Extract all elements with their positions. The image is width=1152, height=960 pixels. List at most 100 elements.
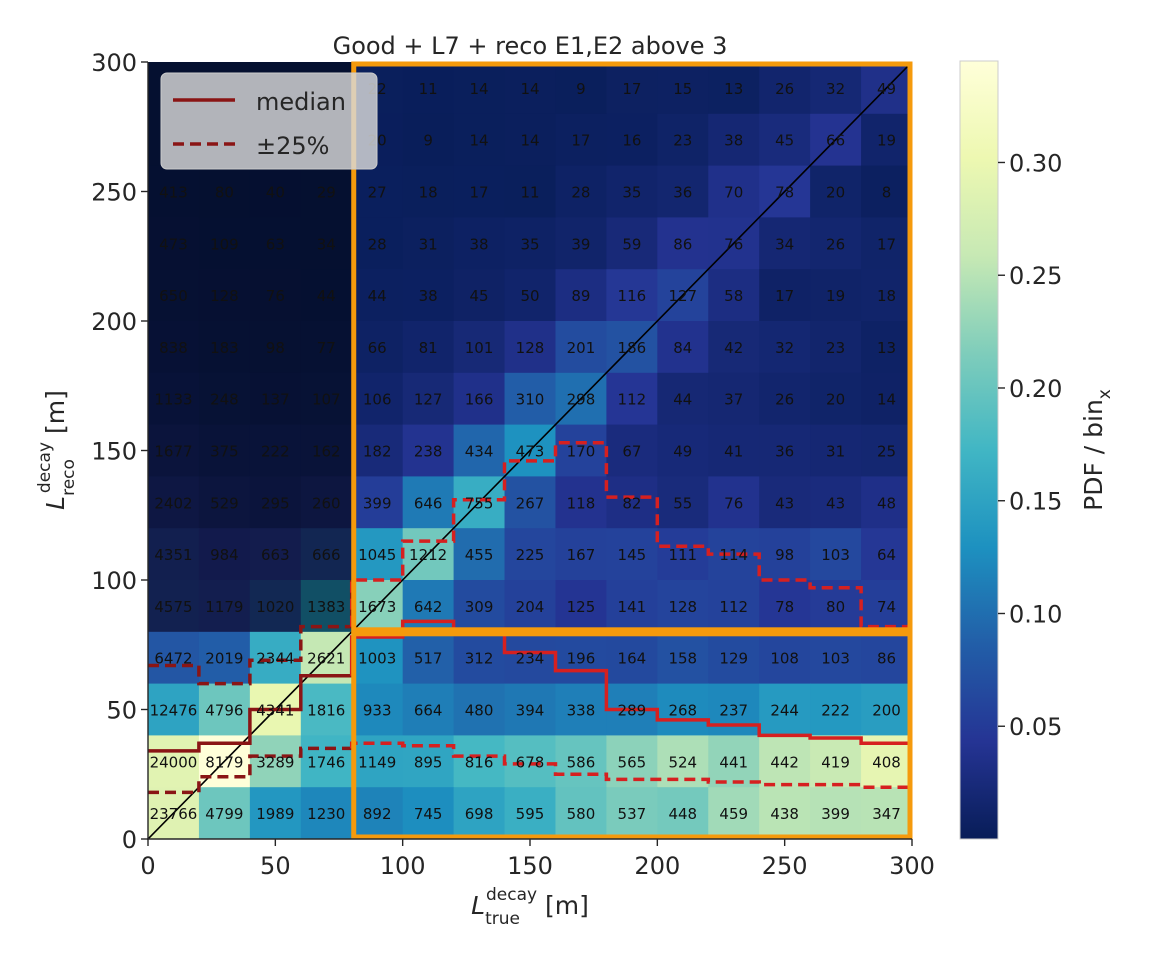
heatmap-cell (504, 372, 557, 426)
heatmap-cell (657, 528, 709, 581)
cell-count: 678 (516, 753, 545, 771)
cell-count: 13 (724, 80, 743, 98)
heatmap-cell (198, 476, 251, 529)
heatmap-cell (351, 683, 404, 736)
heatmap-cell (810, 62, 862, 115)
cell-count: 26 (775, 80, 794, 98)
cell-count: 312 (465, 650, 494, 668)
heatmap-cell (708, 269, 760, 322)
cell-count: 86 (877, 650, 896, 668)
cell-count: 31 (826, 443, 845, 461)
heatmap-cell (555, 269, 607, 322)
heatmap-cell (504, 165, 557, 218)
cell-count: 145 (618, 546, 647, 564)
cell-count: 44 (673, 391, 692, 409)
heatmap-cell (300, 165, 353, 218)
chart-title: Good + L7 + reco E1,E2 above 3 (333, 32, 728, 60)
heatmap-cell (198, 321, 251, 374)
cell-count: 375 (210, 443, 239, 461)
colorbar-tick-label: 0.15 (1009, 488, 1062, 516)
colorbar-ticks: 0.05 0.10 0.15 0.20 0.25 0.30 (998, 149, 1062, 741)
cell-count: 838 (159, 339, 188, 357)
heatmap-cell (249, 372, 302, 426)
heatmap-cell (861, 165, 912, 218)
cell-count: 20 (826, 391, 845, 409)
heatmap-cell (708, 62, 760, 115)
cell-count: 128 (668, 598, 697, 616)
cell-count: 70 (724, 184, 743, 202)
cell-count: 267 (516, 494, 545, 512)
heatmap-cell (198, 528, 251, 581)
cell-count: 9 (423, 132, 433, 150)
cell-count: 394 (516, 702, 545, 720)
heatmap-cell (402, 476, 455, 529)
heatmap-cell (708, 580, 760, 633)
cell-count: 78 (775, 184, 794, 202)
cell-count: 338 (567, 702, 596, 720)
heatmap-cell (249, 476, 302, 529)
heatmap-cell (861, 113, 912, 167)
heatmap-cell (606, 580, 658, 633)
cell-count: 1003 (358, 650, 396, 668)
heatmap-cell (861, 787, 912, 839)
cell-count: 38 (724, 132, 743, 150)
heatmap-cell (861, 528, 912, 581)
cell-count: 413 (159, 184, 188, 202)
cell-count: 248 (210, 391, 239, 409)
cell-count: 1746 (307, 753, 345, 771)
cell-count: 524 (668, 753, 697, 771)
cell-count: 59 (622, 235, 641, 253)
heatmap-cell (402, 631, 455, 685)
cell-count: 109 (210, 235, 239, 253)
heatmap-cell (657, 476, 709, 529)
heatmap-cell (249, 269, 302, 322)
cell-count: 127 (414, 391, 443, 409)
cell-count: 442 (770, 753, 799, 771)
cell-count: 103 (821, 650, 850, 668)
cell-count: 201 (567, 339, 596, 357)
cell-count: 586 (567, 753, 596, 771)
cell-count: 43 (775, 494, 794, 512)
cell-count: 82 (622, 494, 641, 512)
heatmap-cell (249, 424, 302, 477)
heatmap-cell (555, 113, 607, 167)
heatmap-cell (708, 683, 760, 736)
heatmap-cell (759, 424, 811, 477)
y-tick-label: 0 (122, 826, 137, 854)
heatmap-cell (810, 269, 862, 322)
heatmap-cell (759, 476, 811, 529)
cell-count: 933 (363, 702, 392, 720)
heatmap-cell (402, 424, 455, 477)
heatmap-cell (504, 113, 557, 167)
heatmap-cell (657, 735, 709, 788)
heatmap-cell (300, 424, 353, 477)
cell-count: 23766 (150, 805, 198, 823)
cell-count: 158 (668, 650, 697, 668)
cell-count: 1383 (307, 598, 345, 616)
heatmap-cell (759, 217, 811, 270)
heatmap-cell (810, 528, 862, 581)
heatmap-cell (555, 787, 607, 839)
heatmap-cell (148, 372, 200, 426)
heatmap-cell (810, 424, 862, 477)
cell-count: 480 (465, 702, 494, 720)
cell-count: 441 (719, 753, 748, 771)
colorbar-tick-label: 0.10 (1009, 600, 1062, 628)
heatmap-cell (555, 321, 607, 374)
heatmap-cell (351, 424, 404, 477)
heatmap-cell (249, 787, 302, 839)
heatmap-cell (351, 476, 404, 529)
cell-count: 984 (210, 546, 239, 564)
cell-count: 11 (419, 80, 438, 98)
heatmap-cell (453, 165, 506, 218)
cell-count: 137 (261, 391, 290, 409)
heatmap-cell (453, 217, 506, 270)
heatmap-cell (657, 62, 709, 115)
cell-count: 127 (668, 287, 697, 305)
cell-count: 237 (719, 702, 748, 720)
heatmap-cell (759, 269, 811, 322)
heatmap-cell (759, 580, 811, 633)
heatmap-cell (148, 528, 200, 581)
cell-count: 399 (821, 805, 850, 823)
